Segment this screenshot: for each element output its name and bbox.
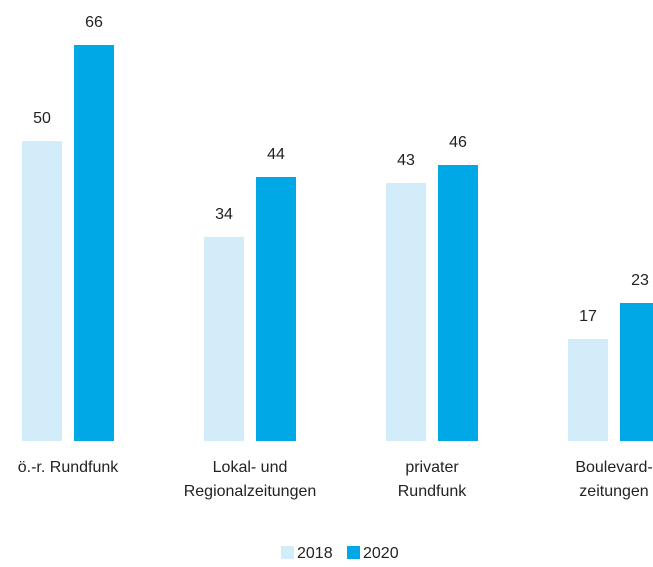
bar [204,237,244,441]
legend-label: 2018 [297,545,333,562]
data-label: 34 [215,206,233,223]
data-label: 50 [33,110,51,127]
bar [620,303,653,441]
category-label: Lokal- und Regionalzeitungen [183,459,317,500]
data-label: 23 [631,272,649,289]
category-label: ö.-r. Rundfunk [17,459,119,476]
data-label: 46 [449,134,467,151]
category-label: privater Rundfunk [397,459,467,500]
legend-label: 2020 [363,545,399,562]
data-label: 43 [397,152,415,169]
legend-swatch [281,546,294,559]
data-label: 66 [85,14,103,31]
category-label: Boulevard- zeitungen [575,459,653,500]
bar [74,45,114,441]
bar [22,141,62,441]
data-label: 44 [267,146,285,163]
legend-swatch [347,546,360,559]
bar [438,165,478,441]
bar [568,339,608,441]
bar [256,177,296,441]
data-label: 17 [579,308,597,325]
bar [386,183,426,441]
